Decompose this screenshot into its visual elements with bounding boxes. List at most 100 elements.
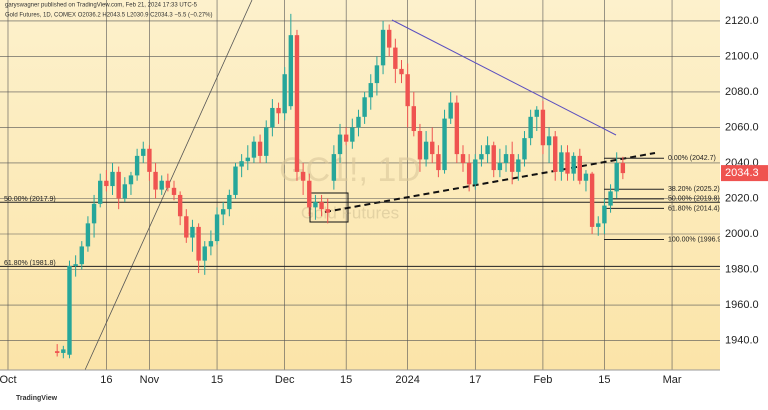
candle-body xyxy=(128,175,134,185)
candle-body xyxy=(196,226,201,261)
candle-body xyxy=(436,154,441,171)
candle-body xyxy=(331,154,337,181)
fib-label: 38.20% (2025.2) xyxy=(668,186,720,193)
candle-body xyxy=(614,162,619,192)
candle-body xyxy=(583,173,589,181)
candle-body xyxy=(245,157,250,162)
candle-body xyxy=(104,180,109,187)
candle-body xyxy=(546,136,552,146)
x-tick-label: 15 xyxy=(211,374,223,386)
candle-body xyxy=(184,216,189,238)
x-tick-label: Mar xyxy=(663,374,682,386)
x-tick-label: 2024 xyxy=(395,374,419,386)
candle-body xyxy=(522,138,527,160)
candle-body xyxy=(177,194,183,217)
candle-body xyxy=(399,68,404,75)
candle-body xyxy=(608,191,613,206)
candle-body xyxy=(300,171,306,181)
candle-body xyxy=(257,141,263,156)
candle-body xyxy=(417,131,423,160)
x-tick-label: Dec xyxy=(275,374,295,386)
candle-body xyxy=(264,127,269,156)
x-tick-label: 15 xyxy=(340,374,352,386)
candle-body xyxy=(85,223,91,247)
price-axis xyxy=(720,0,768,370)
candle-body xyxy=(147,148,152,172)
candle-body xyxy=(67,265,72,355)
fib-label: 50.00% (2019.8) xyxy=(668,196,720,203)
y-tick-label: 1960.0 xyxy=(725,299,759,311)
candle-body xyxy=(411,106,417,132)
box-drawing xyxy=(309,192,349,223)
candle-body xyxy=(559,152,564,172)
candle-body xyxy=(509,154,515,172)
candle-body xyxy=(110,171,115,187)
candle-body xyxy=(454,102,460,155)
candle-body xyxy=(497,162,503,171)
candle-body xyxy=(251,141,257,158)
y-tick-label: 1940.0 xyxy=(725,334,759,346)
candle-body xyxy=(423,141,429,160)
candle-body xyxy=(553,136,558,172)
candle-body xyxy=(374,65,380,84)
candle-body xyxy=(485,145,490,155)
candle-body xyxy=(368,83,373,98)
candle-body xyxy=(307,180,312,208)
candle-body xyxy=(405,74,410,107)
header: garyswagner published on TradingView.com… xyxy=(5,3,198,9)
y-tick-label: 2060.0 xyxy=(725,121,759,133)
candle-body xyxy=(134,155,140,176)
candle-body xyxy=(325,209,330,213)
x-tick-label: 17 xyxy=(469,374,481,386)
watermark-sub: Gold Futures xyxy=(301,203,399,222)
candle-body xyxy=(516,159,521,172)
x-tick-label: Feb xyxy=(533,374,552,386)
candle-body xyxy=(233,166,238,195)
watermark: GC1!, 1D xyxy=(279,151,421,189)
candle-body xyxy=(122,184,128,199)
candle-body xyxy=(596,223,601,227)
candle-body xyxy=(460,154,466,163)
fib-label: 0.00% (2042.7) xyxy=(668,155,716,162)
candle-body xyxy=(362,97,367,117)
candle-body xyxy=(276,107,281,114)
y-tick-label: 2080.0 xyxy=(725,86,759,98)
y-tick-label: 2100.0 xyxy=(725,50,759,62)
candle-body xyxy=(528,116,533,139)
footer: TradingView xyxy=(16,395,58,402)
candle-body xyxy=(116,171,121,199)
last-price-label: 2034.3 xyxy=(725,167,759,179)
fib-label: 100.00% (1996.9) xyxy=(668,236,724,243)
legend-text: Gold Futures, 1D, COMEX O2036.2 H2043.5 … xyxy=(5,13,212,19)
y-tick-label: 2020.0 xyxy=(725,192,759,204)
candle-body xyxy=(270,107,275,128)
candle-body xyxy=(442,118,447,171)
trend-line xyxy=(391,19,617,136)
candle-body xyxy=(356,116,361,128)
candle-body xyxy=(202,246,207,261)
candle-body xyxy=(479,154,484,160)
candle-body xyxy=(98,180,103,204)
time-axis xyxy=(0,370,768,405)
candle-body xyxy=(208,241,214,247)
candle-body xyxy=(294,35,300,172)
candle-body xyxy=(565,152,570,174)
candle-body xyxy=(79,246,84,265)
candle-body xyxy=(466,162,472,185)
candle-body xyxy=(61,349,66,353)
candle-body xyxy=(430,141,435,155)
candle-body xyxy=(220,209,226,215)
candle-body xyxy=(387,29,392,48)
candle-body xyxy=(620,162,626,174)
candle-body xyxy=(171,187,177,195)
candle-body xyxy=(190,226,195,238)
candle-body xyxy=(73,264,78,266)
candle-body xyxy=(380,29,386,66)
candle-body xyxy=(313,202,318,208)
fib-label: 61.80% (1981.8) xyxy=(4,260,56,267)
candle-body xyxy=(214,214,220,242)
candle-body xyxy=(571,155,576,174)
candle-body xyxy=(350,127,355,142)
candle-body xyxy=(91,203,97,224)
candle-body xyxy=(448,102,453,119)
